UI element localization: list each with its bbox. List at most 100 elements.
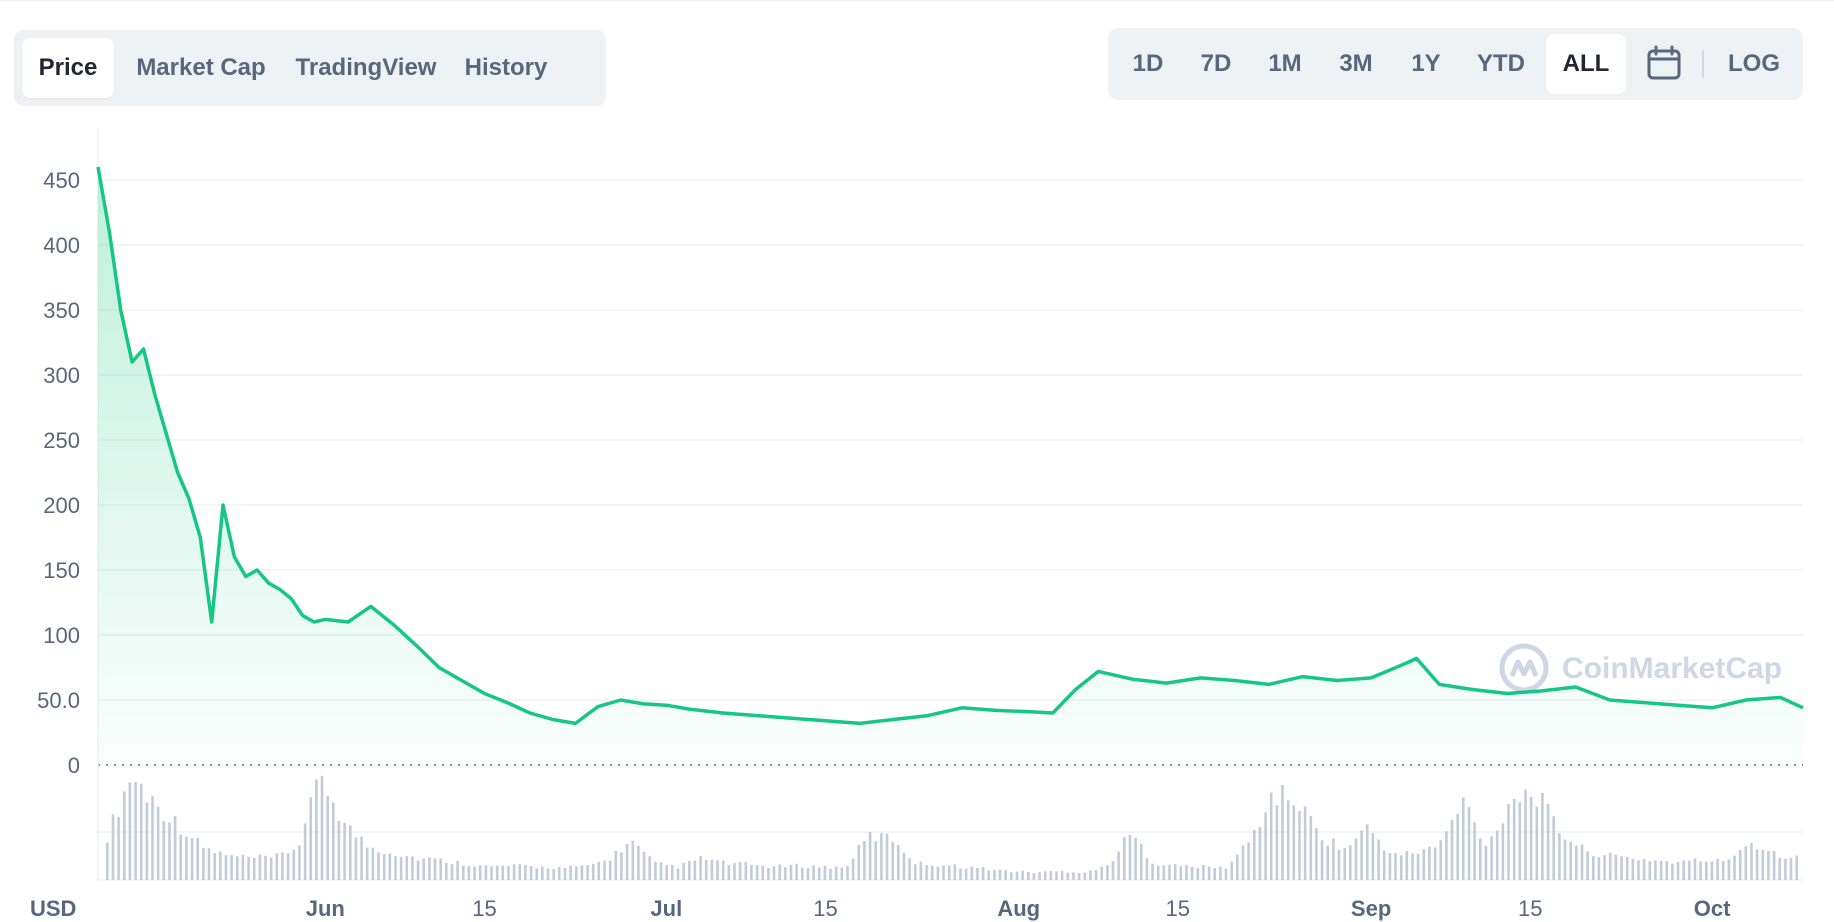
range-1y-button[interactable]: 1Y xyxy=(1411,50,1441,77)
volume-bar xyxy=(642,851,646,880)
volume-bar xyxy=(1439,840,1442,880)
volume-bar xyxy=(1207,866,1211,880)
volume-bar xyxy=(891,842,894,880)
y-tick-label: 250 xyxy=(43,428,80,453)
volume-bar xyxy=(631,840,635,880)
volume-bar xyxy=(919,861,923,880)
volume-bar xyxy=(1648,861,1652,880)
volume-bar xyxy=(1253,830,1256,880)
volume-bar xyxy=(439,858,442,880)
tab-tradingview[interactable]: TradingView xyxy=(295,54,437,81)
volume-bar xyxy=(902,852,906,880)
volume-bar xyxy=(625,844,629,880)
volume-bar xyxy=(1552,816,1555,880)
x-tick-label: Jul xyxy=(650,896,682,921)
volume-bar xyxy=(1490,836,1493,880)
volume-bar xyxy=(1738,850,1742,880)
volume-bar xyxy=(1264,812,1267,880)
volume-bar xyxy=(563,867,567,880)
range-ytd-button[interactable]: YTD xyxy=(1477,50,1525,77)
volume-bar xyxy=(332,802,335,880)
volume-bar xyxy=(405,856,409,880)
volume-bar xyxy=(829,868,832,880)
volume-bar xyxy=(422,858,425,880)
calendar-icon[interactable] xyxy=(1642,42,1686,86)
volume-bar xyxy=(744,862,748,880)
range-selector: 1D 7D 1M 3M 1Y YTD ALL LOG xyxy=(1108,28,1803,100)
volume-bar xyxy=(1778,857,1781,880)
volume-bar xyxy=(315,779,318,880)
volume-bar xyxy=(1710,861,1714,880)
y-tick-label: 0 xyxy=(68,753,80,778)
volume-bar xyxy=(1761,850,1765,880)
volume-bar xyxy=(394,856,397,880)
y-axis: 0 50.0 100 150 200 250 300 350 400 450 xyxy=(37,168,80,778)
volume-bar xyxy=(1637,860,1640,880)
volume-bar xyxy=(846,865,849,880)
volume-bar xyxy=(1004,870,1007,880)
volume-bar xyxy=(428,857,431,880)
volume-bar xyxy=(162,821,166,880)
volume-bar xyxy=(930,865,934,880)
volume-bar xyxy=(1693,858,1697,880)
volume-bar xyxy=(1422,849,1426,880)
y-tick-label: 200 xyxy=(43,493,80,518)
log-scale-button[interactable]: LOG xyxy=(1728,50,1780,77)
volume-bar xyxy=(1479,838,1482,880)
volume-bar xyxy=(795,863,798,880)
volume-bar xyxy=(224,855,228,880)
volume-bar xyxy=(1603,855,1606,880)
volume-bar xyxy=(665,865,668,880)
volume-bar xyxy=(230,855,233,880)
volume-bar xyxy=(1784,858,1787,880)
volume-bar xyxy=(207,848,211,880)
volume-bar xyxy=(648,856,651,880)
volume-bar xyxy=(1558,833,1561,880)
volume-bar xyxy=(1185,864,1188,880)
range-all-button[interactable]: ALL xyxy=(1546,34,1626,94)
volume-bar xyxy=(1467,807,1471,880)
volume-bar xyxy=(241,854,245,880)
volume-bar xyxy=(1642,859,1646,880)
volume-bar xyxy=(1032,873,1036,880)
volume-bar xyxy=(1332,838,1335,880)
volume-bar xyxy=(981,867,985,880)
tab-market-cap[interactable]: Market Cap xyxy=(136,54,266,81)
volume-bar xyxy=(1168,864,1171,880)
volume-bar xyxy=(219,851,222,880)
volume-bar xyxy=(467,866,471,880)
grid-lines xyxy=(98,179,1803,881)
volume-bar xyxy=(908,858,911,880)
volume-bar xyxy=(1682,860,1685,880)
volume-bar xyxy=(1083,872,1087,880)
volume-bar xyxy=(337,820,341,880)
volume-bar xyxy=(727,865,731,880)
volume-bar xyxy=(1196,868,1200,880)
volume-bar xyxy=(1286,800,1290,880)
range-3m-button[interactable]: 3M xyxy=(1339,50,1373,77)
volume-bar xyxy=(286,853,290,880)
volume-bar xyxy=(1399,855,1403,880)
volume-bar xyxy=(964,868,968,880)
range-1d-button[interactable]: 1D xyxy=(1132,50,1164,77)
volume-bar xyxy=(1569,841,1572,880)
volume-bar xyxy=(518,864,522,880)
volume-bar xyxy=(145,802,149,880)
volume-bar xyxy=(823,865,827,880)
volume-bar xyxy=(190,838,194,880)
y-tick-label: 350 xyxy=(43,298,80,323)
volume-bar xyxy=(275,853,279,880)
tab-history[interactable]: History xyxy=(464,54,548,81)
volume-bar xyxy=(1015,871,1019,880)
volume-bar xyxy=(1134,837,1137,880)
range-1m-button[interactable]: 1M xyxy=(1268,50,1302,77)
volume-bar xyxy=(1309,815,1313,880)
range-7d-button[interactable]: 7D xyxy=(1200,50,1232,77)
volume-bar xyxy=(433,858,437,880)
volume-bar xyxy=(139,783,143,880)
volume-bar xyxy=(258,854,262,880)
volume-bar xyxy=(1450,819,1454,880)
volume-bar xyxy=(914,864,917,880)
tab-price[interactable]: Price xyxy=(22,38,114,98)
